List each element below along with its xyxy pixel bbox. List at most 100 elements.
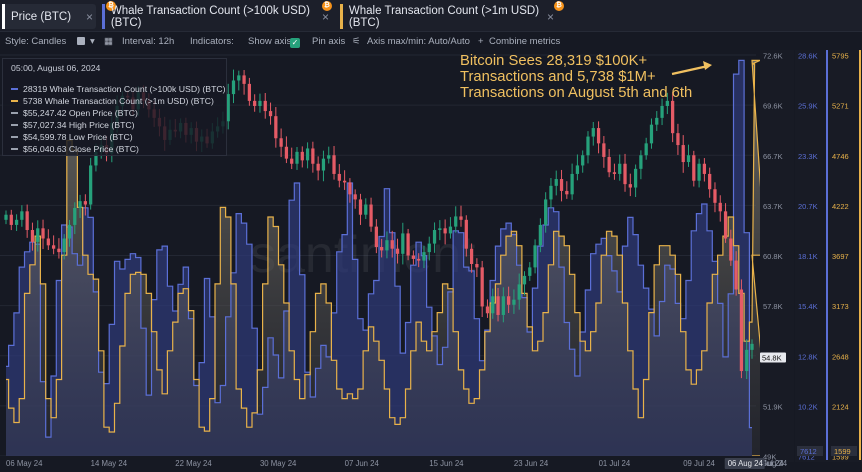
candle-body <box>300 151 304 161</box>
candle-body <box>332 155 336 174</box>
candle-body <box>242 75 246 84</box>
candle-body <box>501 296 505 315</box>
candle-body <box>739 289 744 372</box>
candle-body <box>544 199 548 225</box>
x-axis-tick-label: 17 Jul 24 <box>752 459 784 468</box>
axis-tick-label: 60.8K <box>763 252 783 261</box>
candle-body <box>459 216 463 220</box>
candle-body <box>427 243 431 253</box>
axis-tick-label: 25.9K <box>798 102 818 111</box>
chevron-down-icon[interactable]: ▾ <box>90 36 95 47</box>
candle-body <box>279 138 283 147</box>
candle-body <box>570 173 574 195</box>
candle-body <box>660 105 664 118</box>
series-color-bar <box>340 4 343 29</box>
candle-body <box>485 306 490 314</box>
x-axis-tick-label: 01 Jul 24 <box>599 459 631 468</box>
candle-body <box>295 151 299 164</box>
candle-body <box>644 143 648 156</box>
chart-annotation: Bitcoin Sees 28,319 $100K+ Transactions … <box>460 53 710 101</box>
whale-100k-line <box>6 59 752 438</box>
candle-body <box>327 155 331 159</box>
candle-body <box>750 343 754 350</box>
combine-metrics-button[interactable]: Combine metrics <box>489 36 561 47</box>
indicators-selector[interactable]: Indicators: <box>190 36 234 47</box>
whale-1m-line <box>6 59 772 457</box>
candle-body <box>522 275 527 285</box>
candle-body <box>25 211 29 231</box>
chart-area[interactable]: santiment 72.6K 69.6K 66.7K 63.7K 60.8K 57.8K 5… <box>0 50 862 472</box>
close-icon[interactable]: × <box>86 10 94 24</box>
show-axis-toggle[interactable]: Show axis <box>248 36 292 47</box>
tab-label: Whale Transaction Count (>1m USD) (BTC) <box>348 4 540 29</box>
candle-body <box>618 163 622 174</box>
close-icon[interactable]: × <box>547 10 555 24</box>
x-axis-tick-label: 02 Aug 24 <box>752 459 788 468</box>
axis-value-label: 7612 <box>800 447 817 456</box>
x-axis-tick-label: 23 Jun 24 <box>514 459 549 468</box>
candle-body <box>311 148 315 164</box>
legend-swatch <box>11 88 18 90</box>
x-axis-tick-label: 06 May 24 <box>6 459 43 468</box>
axis-tick-label: 3697 <box>832 252 849 261</box>
interval-selector[interactable]: Interval: 12h <box>122 36 175 47</box>
color-square-icon[interactable] <box>77 37 85 45</box>
tab-bar: Price (BTC) × ₿ Whale Transaction Count … <box>0 0 862 32</box>
axis-panel <box>795 50 829 462</box>
annotation-line: Transactions and 5,738 $1M+ <box>460 69 656 85</box>
axis-tick-label: 51.9K <box>763 402 783 411</box>
candle-body <box>342 180 347 183</box>
candle-body <box>73 207 77 225</box>
axis-tick-label: 66.7K <box>763 152 783 161</box>
candle-body <box>718 202 722 212</box>
x-axis-tick-label: 15 Jun 24 <box>429 459 464 468</box>
tab-whale-1m[interactable]: Whale Transaction Count (>1m USD) (BTC) … <box>340 1 565 29</box>
tab-price[interactable]: Price (BTC) × ₿ <box>2 1 116 29</box>
legend-row: $56,040.63 Close Price (BTC) <box>11 144 139 154</box>
candle-body <box>20 211 24 220</box>
candle-body <box>36 228 40 242</box>
candle-body <box>390 240 394 249</box>
axis-tick-label: 7612 <box>798 453 815 462</box>
candle-body <box>231 80 236 95</box>
chart-canvas[interactable]: santiment 72.6K 69.6K 66.7K 63.7K 60.8K 57.8K 5… <box>0 50 862 472</box>
candle-body <box>554 179 558 186</box>
candle-body <box>671 100 675 134</box>
tab-label: Whale Transaction Count (>100k USD) (BTC… <box>110 4 310 29</box>
candle-body <box>364 204 368 215</box>
candle-body <box>321 158 326 171</box>
tab-whale-100k[interactable]: Whale Transaction Count (>100k USD) (BTC… <box>102 1 332 29</box>
x-axis-panel <box>0 456 760 472</box>
annotation-line: Transactions on August 5th and 6th <box>460 85 693 101</box>
axis-maxmin-selector[interactable]: Axis max/min: Auto/Auto <box>367 36 470 47</box>
annotation-arrow <box>671 64 709 76</box>
candle-body <box>612 172 617 174</box>
candle-body <box>745 349 749 372</box>
show-axis-checkbox[interactable]: ✓ <box>290 36 300 48</box>
candle-body <box>586 136 590 156</box>
style-selector[interactable]: Style: Candles <box>5 36 67 47</box>
candle-body <box>247 83 252 101</box>
axis-tick-label: 10.2K <box>798 402 818 411</box>
legend-text: 28319 Whale Transaction Count (>100k USD… <box>23 84 226 94</box>
candle-body <box>268 111 273 117</box>
candle-body <box>702 163 707 174</box>
axis-tick-label: 3173 <box>832 302 849 311</box>
candle-body <box>411 255 416 259</box>
candle-body <box>422 252 426 261</box>
series-color-bar <box>102 4 105 29</box>
close-icon[interactable]: × <box>322 10 330 24</box>
axis-tick-label: 12.8K <box>798 352 818 361</box>
axis-panel <box>760 50 794 462</box>
candle-body <box>395 248 400 254</box>
candle-body <box>46 238 50 246</box>
axis-tick-label: 4222 <box>832 202 849 211</box>
pin-axis-toggle[interactable]: Pin axis <box>312 36 346 47</box>
x-axis-tick-label: 25 Jul 24 <box>752 459 784 468</box>
candle-body <box>380 247 384 251</box>
candle-body <box>623 163 627 185</box>
legend-panel: 05:00, August 06, 2024 28319 Whale Trans… <box>2 58 227 156</box>
candle-body <box>723 211 728 239</box>
candle-body <box>734 260 738 290</box>
candle-body <box>649 124 654 144</box>
